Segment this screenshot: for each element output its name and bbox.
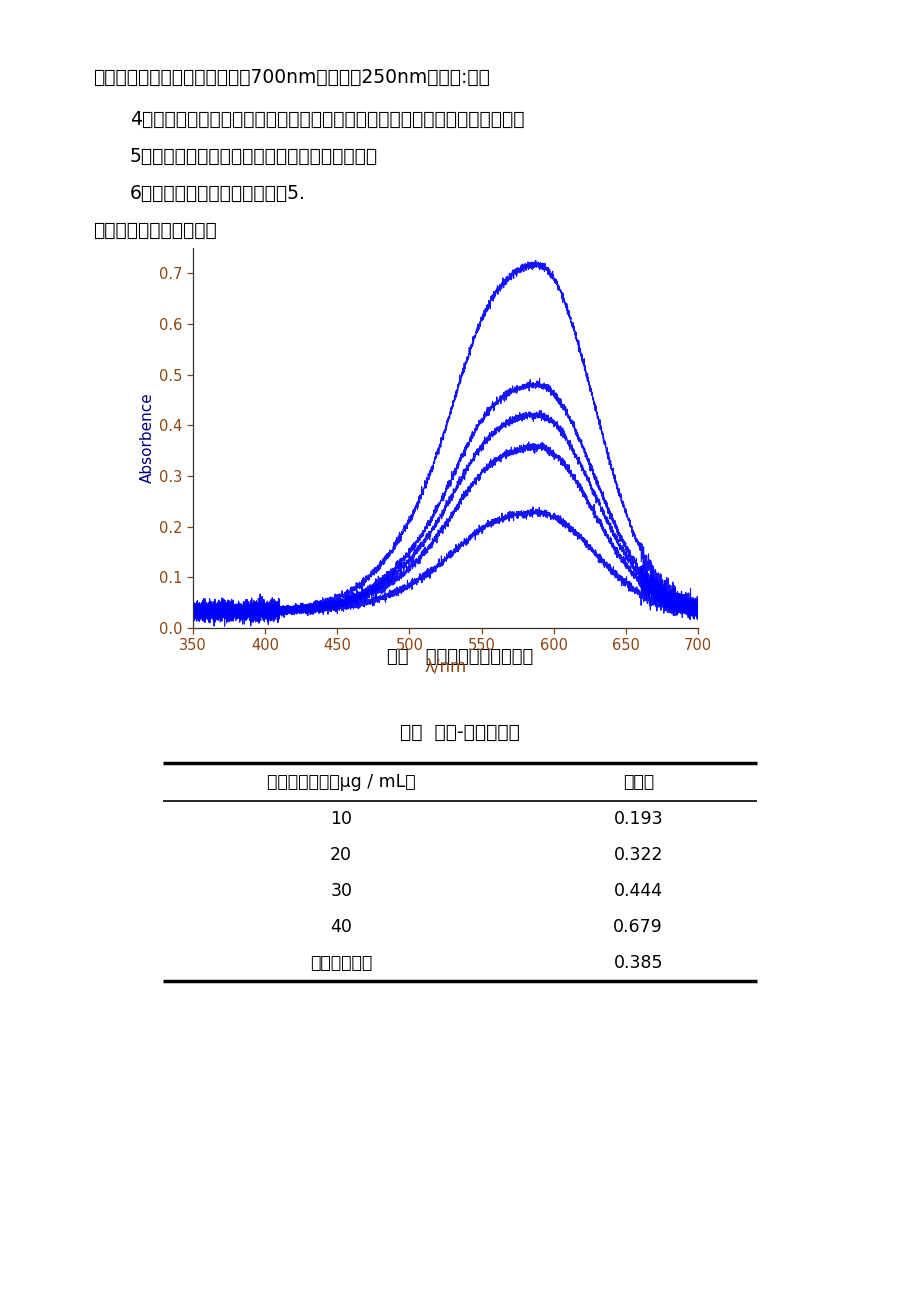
Text: 0.679: 0.679 (613, 918, 663, 936)
Text: 图一   甲基紫紫外吸收光谱图: 图一 甲基紫紫外吸收光谱图 (387, 648, 532, 667)
Text: 表一  浓度-吸光度关系: 表一 浓度-吸光度关系 (400, 723, 519, 742)
Text: 5、基线做好后，将样品放入比色皿，开始测量。: 5、基线做好后，将样品放入比色皿，开始测量。 (130, 147, 378, 165)
Text: 0.193: 0.193 (613, 810, 663, 828)
Text: 30: 30 (330, 881, 352, 900)
Text: 未知浓度样品: 未知浓度样品 (310, 954, 372, 973)
Text: 初始化后设定扫描参数（起点：700nm，终点：250nm，速度:快）: 初始化后设定扫描参数（起点：700nm，终点：250nm，速度:快） (93, 68, 489, 87)
Text: 四、实验结果及相关结论: 四、实验结果及相关结论 (93, 221, 217, 240)
Text: 10: 10 (330, 810, 352, 828)
Text: 已知浓度溶液（μg / mL）: 已知浓度溶液（μg / mL） (267, 773, 415, 792)
Text: 吸光度: 吸光度 (622, 773, 653, 792)
Text: 0.322: 0.322 (613, 846, 663, 865)
Text: 20: 20 (330, 846, 352, 865)
Y-axis label: Absorbence: Absorbence (140, 393, 154, 483)
Text: 0.444: 0.444 (613, 881, 662, 900)
Text: 4、将参比样品倒入比色皿（三分之二左右），放入测量池中，进行基线扫描。: 4、将参比样品倒入比色皿（三分之二左右），放入测量池中，进行基线扫描。 (130, 109, 524, 129)
Text: 6、更换不同的样品，重复步骤5.: 6、更换不同的样品，重复步骤5. (130, 184, 305, 203)
Text: 40: 40 (330, 918, 352, 936)
Text: 0.385: 0.385 (613, 954, 663, 973)
X-axis label: λ/nm: λ/nm (424, 658, 466, 676)
